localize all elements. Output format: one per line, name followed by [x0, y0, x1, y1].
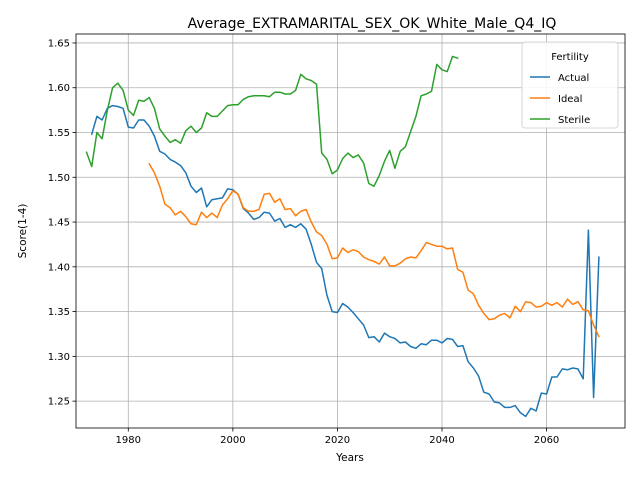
legend-label-actual: Actual: [558, 73, 589, 84]
x-tick-label: 2000: [220, 435, 245, 446]
chart-title: Average_EXTRAMARITAL_SEX_OK_White_Male_Q…: [188, 16, 557, 32]
y-tick-label: 1.45: [48, 218, 70, 229]
x-tick-label: 2020: [325, 435, 350, 446]
y-tick-label: 1.30: [48, 352, 70, 363]
x-tick-label: 2040: [429, 435, 454, 446]
legend: Fertility Actual Ideal Sterile: [521, 41, 619, 129]
x-tick-label: 1980: [116, 435, 141, 446]
x-axis: 1980 2000 2020 2040 2060: [116, 428, 559, 446]
series-lines: [85, 55, 600, 418]
y-tick-label: 1.25: [48, 397, 70, 408]
series-line-actual: [90, 104, 600, 418]
y-tick-label: 1.40: [48, 262, 70, 273]
legend-title: Fertility: [551, 52, 589, 63]
plot-area-frame: [75, 33, 626, 429]
y-tick-label: 1.35: [48, 307, 70, 318]
series-line-ideal: [148, 163, 600, 338]
legend-label-sterile: Sterile: [558, 115, 590, 126]
y-axis: 1.25 1.30 1.35 1.40 1.45 1.50 1.55 1.60 1.65: [48, 38, 76, 408]
x-axis-title: Years: [335, 452, 364, 464]
y-axis-title: Score(1-4): [17, 204, 29, 259]
legend-box: [521, 41, 619, 129]
y-tick-label: 1.50: [48, 173, 70, 184]
grid-lines: [76, 34, 625, 428]
legend-label-ideal: Ideal: [558, 94, 582, 105]
y-tick-label: 1.60: [48, 83, 70, 94]
x-tick-label: 2060: [534, 435, 559, 446]
y-tick-label: 1.55: [48, 128, 70, 139]
y-tick-label: 1.65: [48, 38, 70, 49]
series-line-sterile: [85, 55, 459, 187]
